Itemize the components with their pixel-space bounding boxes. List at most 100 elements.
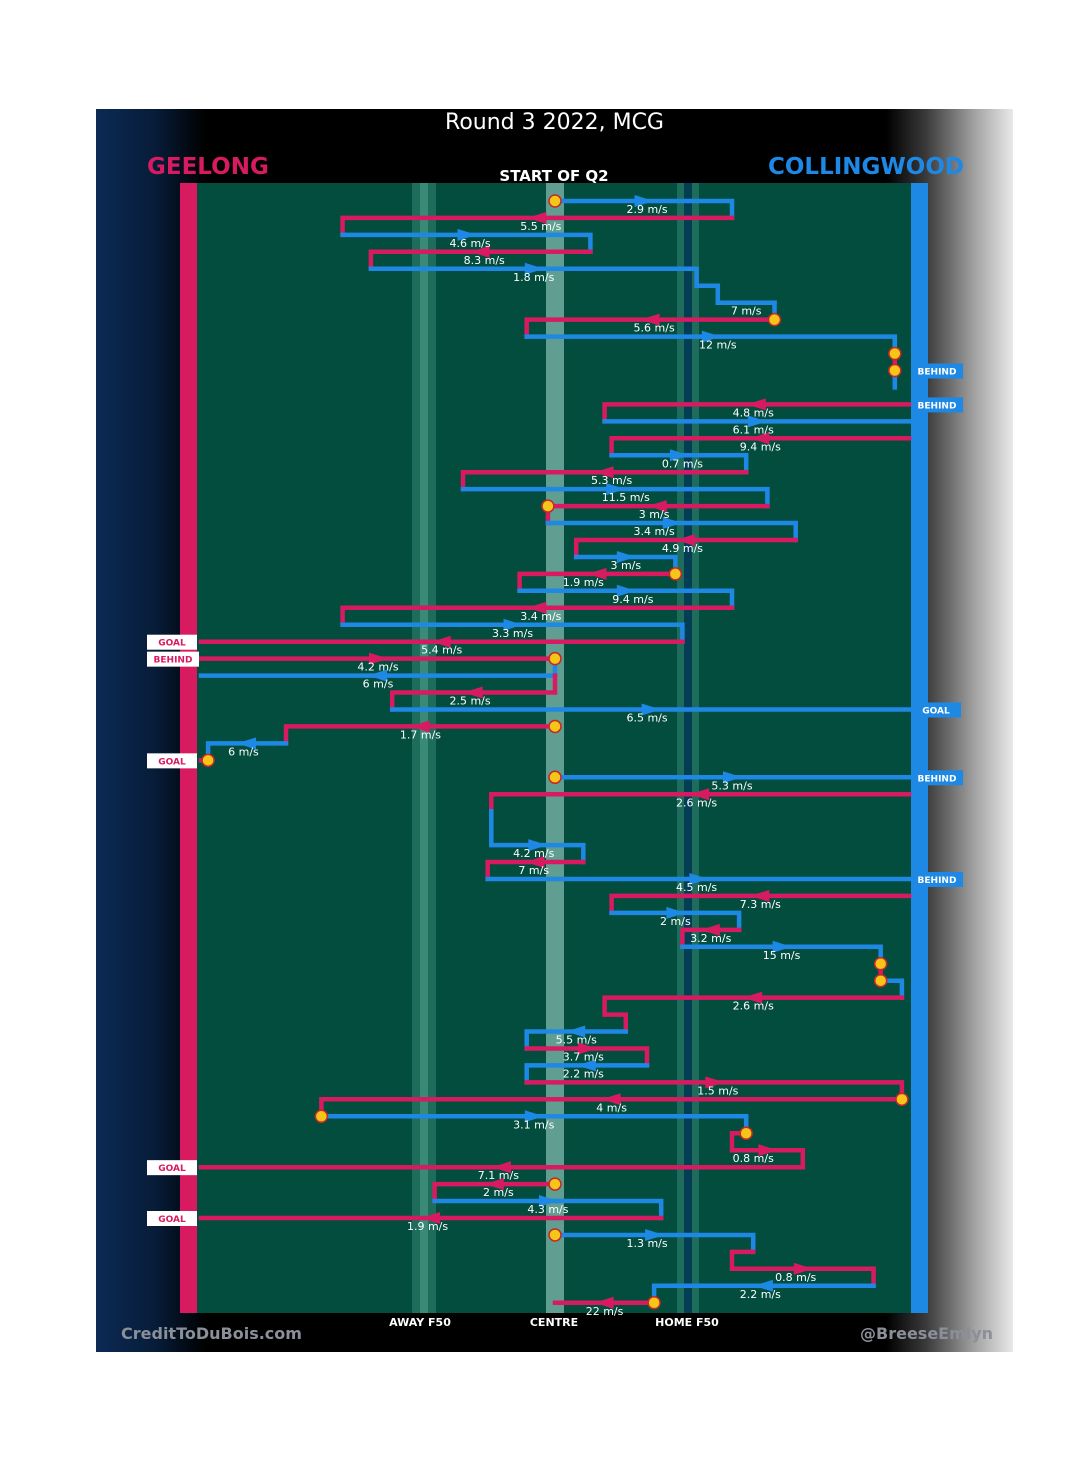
speed-label-13: 11.5 m/s bbox=[602, 491, 650, 504]
direction-arrow-15 bbox=[606, 483, 626, 496]
chain-segment-39 bbox=[680, 927, 742, 950]
direction-arrow-23 bbox=[503, 618, 523, 631]
away-f50-line bbox=[420, 183, 428, 1313]
stoppage-marker-2 bbox=[888, 346, 902, 361]
direction-arrow-27 bbox=[463, 686, 483, 699]
geelong-goal-bar bbox=[180, 183, 197, 1313]
score-badge-8 bbox=[147, 1160, 197, 1176]
score-badge-label-0: BEHIND bbox=[918, 368, 957, 378]
speed-label-50: 1.3 m/s bbox=[626, 1237, 667, 1250]
direction-arrow-13 bbox=[669, 449, 689, 462]
chain-segment-53 bbox=[432, 1198, 664, 1221]
direction-arrow-7 bbox=[701, 330, 721, 343]
chain-segment-17 bbox=[545, 520, 798, 543]
direction-arrow-49 bbox=[524, 1110, 544, 1123]
direction-arrow-2 bbox=[457, 228, 477, 241]
direction-arrow-57 bbox=[753, 1279, 773, 1292]
speed-label-24: 6 m/s bbox=[363, 678, 394, 691]
stoppage-marker-14 bbox=[739, 1126, 753, 1140]
speed-label-34: 7.3 m/s bbox=[740, 898, 781, 911]
stoppage-marker-3 bbox=[888, 363, 902, 378]
chain-segment-12 bbox=[609, 436, 912, 458]
speed-label-35: 2 m/s bbox=[660, 915, 691, 928]
speed-label-26: 6.5 m/s bbox=[626, 712, 667, 725]
direction-arrow-20 bbox=[587, 567, 607, 580]
direction-arrow-1 bbox=[527, 211, 547, 224]
direction-arrow-24 bbox=[431, 635, 451, 648]
chain-segment-3 bbox=[368, 249, 593, 272]
speed-label-33: 4.5 m/s bbox=[676, 881, 717, 894]
chain-segment-6 bbox=[524, 317, 777, 339]
score-badge-0 bbox=[911, 363, 963, 379]
chain-segment-33 bbox=[489, 792, 912, 814]
credit-left: CreditToDuBois.com bbox=[121, 1324, 302, 1343]
chain-segment-52 bbox=[432, 1181, 558, 1204]
chain-segment-20 bbox=[517, 571, 678, 594]
chain-segment-29 bbox=[283, 724, 558, 746]
stoppage-marker-0 bbox=[548, 194, 562, 208]
speed-label-6: 5.6 m/s bbox=[634, 322, 675, 335]
chain-segment-43 bbox=[602, 995, 905, 1034]
direction-arrow-33 bbox=[690, 788, 710, 801]
direction-arrow-58 bbox=[594, 1296, 614, 1309]
quarter-start-label: START OF Q2 bbox=[499, 167, 609, 185]
direction-arrow-52 bbox=[484, 1178, 504, 1191]
direction-arrow-16 bbox=[647, 500, 667, 513]
direction-arrow-14 bbox=[594, 466, 614, 479]
chain-segment-13 bbox=[609, 453, 749, 475]
direction-arrow-56 bbox=[793, 1262, 813, 1275]
collingwood-goal-bar bbox=[911, 183, 928, 1313]
chain-segment-46 bbox=[524, 1063, 650, 1085]
speed-label-41: 2.2 m/s bbox=[563, 1067, 604, 1080]
stoppage-marker-1 bbox=[767, 312, 782, 327]
direction-arrow-10 bbox=[746, 398, 766, 411]
direction-arrow-21 bbox=[616, 584, 636, 597]
direction-arrow-45 bbox=[577, 1042, 597, 1055]
speed-label-44: 3.1 m/s bbox=[513, 1118, 554, 1131]
direction-arrow-25 bbox=[369, 652, 388, 665]
direction-arrow-43 bbox=[743, 991, 763, 1004]
direction-arrow-29 bbox=[410, 720, 430, 733]
team-left-name: GEELONG bbox=[147, 154, 269, 180]
speed-label-43: 4 m/s bbox=[596, 1101, 627, 1114]
speed-label-22: 5.4 m/s bbox=[421, 644, 462, 657]
direction-arrow-28 bbox=[641, 703, 661, 716]
chain-segment-22 bbox=[340, 605, 735, 628]
score-badge-label-9: GOAL bbox=[158, 1215, 186, 1225]
speed-label-18: 1.9 m/s bbox=[563, 576, 604, 589]
speed-label-16: 4.9 m/s bbox=[662, 542, 703, 555]
chain-segment-37 bbox=[609, 893, 912, 916]
speed-label-40: 3.7 m/s bbox=[563, 1051, 604, 1064]
speed-label-19: 9.4 m/s bbox=[612, 593, 653, 606]
direction-arrow-17 bbox=[662, 517, 682, 529]
speed-label-47: 2 m/s bbox=[483, 1186, 514, 1199]
speed-label-37: 15 m/s bbox=[763, 949, 801, 962]
speed-label-36: 3.2 m/s bbox=[690, 932, 731, 945]
speed-label-49: 1.9 m/s bbox=[407, 1220, 448, 1233]
score-badge-label-4: GOAL bbox=[922, 707, 950, 717]
stoppage-marker-16 bbox=[548, 1228, 562, 1242]
speed-label-27: 1.7 m/s bbox=[400, 728, 441, 741]
score-badge-label-8: GOAL bbox=[158, 1164, 186, 1174]
speed-label-2: 4.6 m/s bbox=[449, 237, 490, 250]
speed-label-10: 9.4 m/s bbox=[740, 440, 781, 453]
direction-arrow-50 bbox=[758, 1144, 778, 1157]
chain-segment-23 bbox=[340, 622, 685, 644]
speed-label-28: 6 m/s bbox=[228, 745, 259, 758]
speed-label-23: 4.2 m/s bbox=[357, 661, 398, 674]
speed-label-9: 6.1 m/s bbox=[733, 423, 774, 436]
speed-label-52: 2.2 m/s bbox=[740, 1288, 781, 1301]
direction-arrow-39 bbox=[700, 923, 720, 936]
score-badge-label-5: GOAL bbox=[158, 757, 186, 767]
stoppage-marker-17 bbox=[647, 1296, 661, 1310]
direction-arrow-54 bbox=[421, 1212, 441, 1224]
speed-label-5: 7 m/s bbox=[731, 305, 762, 318]
axis-label-home-f50: HOME F50 bbox=[655, 1316, 719, 1329]
stoppage-marker-13 bbox=[314, 1109, 329, 1124]
speed-label-42: 1.5 m/s bbox=[697, 1084, 738, 1097]
speed-label-30: 2.6 m/s bbox=[676, 796, 717, 809]
speed-label-4: 1.8 m/s bbox=[513, 271, 554, 284]
chain-segment-42 bbox=[878, 978, 905, 1000]
direction-arrow-32 bbox=[723, 771, 742, 784]
speed-label-38: 2.6 m/s bbox=[733, 1000, 774, 1013]
